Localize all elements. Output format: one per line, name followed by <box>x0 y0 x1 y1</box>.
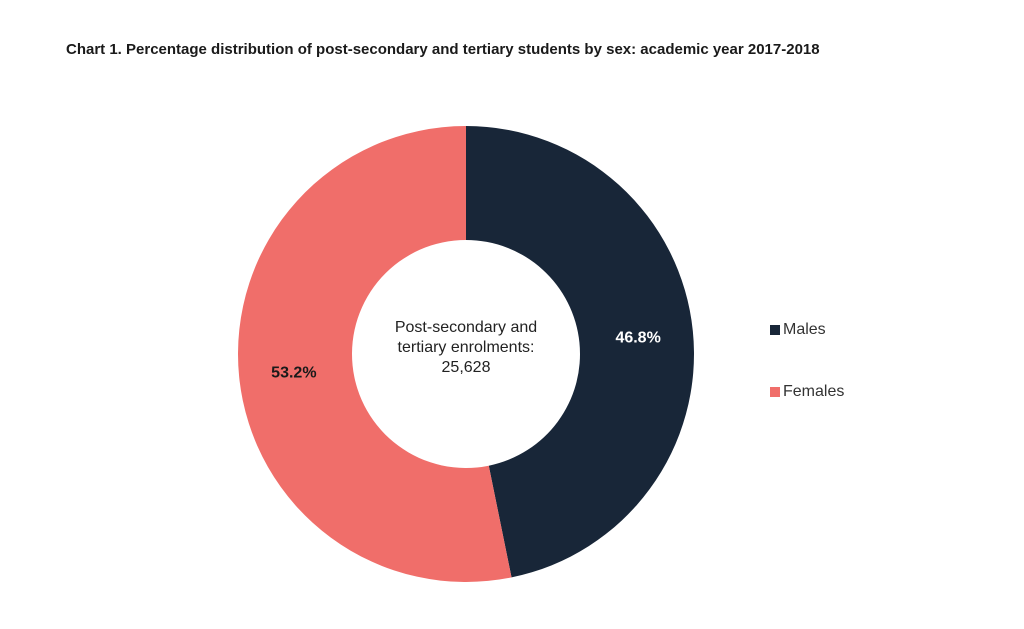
center-label-line-1: Post-secondary and <box>395 319 537 336</box>
legend-item-females: Females <box>770 382 844 402</box>
legend-item-males: Males <box>770 320 844 340</box>
legend-swatch-females <box>770 387 780 397</box>
chart-title: Chart 1. Percentage distribution of post… <box>66 41 820 58</box>
slice-label-females: 53.2% <box>271 364 316 381</box>
slice-label-males: 46.8% <box>615 330 660 347</box>
slice-females <box>237 126 512 582</box>
center-label-line-3: 25,628 <box>442 359 491 376</box>
slice-males <box>466 126 694 578</box>
center-label-line-2: tertiary enrolments: <box>398 339 535 356</box>
legend-label-males: Males <box>783 321 826 338</box>
legend-swatch-males <box>770 325 780 335</box>
legend: Males Females <box>770 320 844 402</box>
legend-label-females: Females <box>783 383 845 400</box>
